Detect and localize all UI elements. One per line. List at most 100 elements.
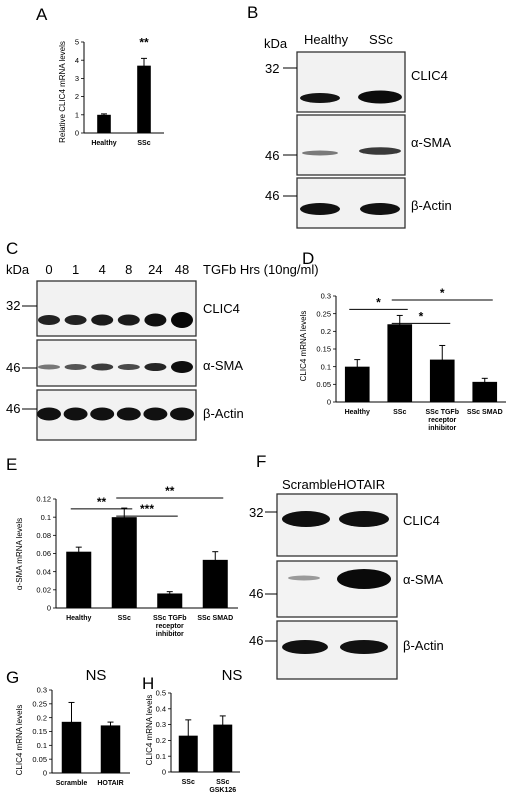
panel-d-category-label: Healthy xyxy=(345,409,370,416)
panel-g-plot: 0 0.05 0.1 0.15 0.2 0.25 0.3 Scramble HOTAIR NS xyxy=(32,667,130,787)
panel-b-marker-46a: 46 xyxy=(265,148,279,163)
panel-c-blot-asma xyxy=(36,339,197,387)
panel-a-y-tick-label: 5 xyxy=(75,38,79,47)
panel-c-lane-label: 8 xyxy=(125,262,132,277)
panel-g-ylabel: CLIC4 mRNA levels xyxy=(15,705,24,776)
panel-e-bar xyxy=(66,551,92,608)
panel-c-band xyxy=(144,363,167,371)
panel-b-band xyxy=(359,147,401,155)
panel-f-lane-hotair: HOTAIR xyxy=(337,477,385,492)
panel-b-band xyxy=(300,203,340,215)
panel-e-y-tick-label: 0.12 xyxy=(36,495,51,504)
panel-b-band xyxy=(302,150,338,156)
panel-g-bar xyxy=(100,725,121,773)
panel-c-band xyxy=(144,313,167,327)
panel-c-kda: kDa xyxy=(6,262,30,277)
panel-c-lane-label: 24 xyxy=(148,262,162,277)
panel-h-label: H xyxy=(142,674,154,693)
panel-a-plot: 0 1 2 3 4 5 Healthy SSc ** xyxy=(75,35,164,147)
panel-e-ylabel: α-SMA mRNA levels xyxy=(15,518,24,590)
panel-e: E α-SMA mRNA levels 0 0.02 0.04 0.06 0.08 0.1… xyxy=(6,455,238,638)
panel-c-lane-labels: 0 1 4 8 24 48 xyxy=(45,262,189,277)
panel-e-bar xyxy=(111,517,137,608)
panel-g-y-tick-label: 0 xyxy=(43,769,47,778)
panel-d-y-tick-label: 0.3 xyxy=(321,292,331,301)
panel-c-band xyxy=(63,407,88,421)
panel-e-plot: 0 0.02 0.04 0.06 0.08 0.1 0.12 Healthy SSc SSc TG… xyxy=(36,484,238,638)
panel-d-significance: * xyxy=(376,295,381,309)
panel-e-y-tick-label: 0.1 xyxy=(41,513,51,522)
panel-d-ylabel: CLIC4 mRNA levels xyxy=(299,311,308,382)
panel-e-category-label: Healthy xyxy=(66,615,91,622)
panel-c-lane-label: 1 xyxy=(72,262,79,277)
panel-a-y-tick-label: 4 xyxy=(75,56,79,65)
panel-c-protein-clic4: CLIC4 xyxy=(203,301,240,316)
panel-d-category-label: SSc SMAD xyxy=(467,409,503,416)
panel-h: H CLIC4 mRNA levels 0 0.1 0.2 0.3 0.4 0.5 SSc S… xyxy=(142,667,242,794)
panel-d-category-label: SSc TGFb xyxy=(426,409,459,416)
panel-g-y-tick-label: 0.1 xyxy=(37,741,47,750)
panel-c-band xyxy=(116,407,141,421)
panel-d-category-label: inhibitor xyxy=(428,425,456,432)
panel-d: D CLIC4 mRNA levels 00.050.10.150.20.250… xyxy=(299,249,506,432)
panel-c-band xyxy=(64,364,87,370)
panel-c-lane-label: 48 xyxy=(175,262,189,277)
panel-f-band xyxy=(339,511,389,527)
panel-b-band xyxy=(358,90,402,104)
panel-f-protein-asma: α-SMA xyxy=(403,572,443,587)
panel-e-significance: ** xyxy=(97,495,107,509)
panel-c-band xyxy=(171,312,193,328)
panel-g-y-tick-label: 0.25 xyxy=(32,699,47,708)
panel-g-category-label: HOTAIR xyxy=(97,780,123,787)
panel-c-band xyxy=(37,407,61,421)
panel-h-y-tick-label: 0.4 xyxy=(156,704,166,713)
panel-c-band xyxy=(38,364,60,370)
panel-b-protein-clic4: CLIC4 xyxy=(411,68,448,83)
panel-h-y-tick-label: 0 xyxy=(162,768,166,777)
panel-d-y-tick-label: 0.05 xyxy=(316,380,331,389)
panel-e-y-tick-label: 0.02 xyxy=(36,585,51,594)
panel-d-bar xyxy=(472,381,498,402)
panel-c-lane-label: 4 xyxy=(99,262,106,277)
panel-g-category-label: Scramble xyxy=(56,780,88,787)
panel-d-y-tick-label: 0.15 xyxy=(316,345,331,354)
panel-c-blot-clic4 xyxy=(36,280,197,337)
panel-f-protein-actin: β-Actin xyxy=(403,638,444,653)
panel-d-y-tick-label: 0.25 xyxy=(316,309,331,318)
panel-b-marker-32: 32 xyxy=(265,61,279,76)
panel-g: G CLIC4 mRNA levels 00.050.10.150.20.250… xyxy=(6,667,130,787)
panel-f-band xyxy=(282,640,328,654)
panel-b-protein-asma: α-SMA xyxy=(411,135,451,150)
panel-b-lane-ssc: SSc xyxy=(369,32,393,47)
panel-e-bar xyxy=(157,593,183,608)
panel-d-significance: * xyxy=(440,286,445,300)
panel-b-blot-asma xyxy=(296,114,406,176)
panel-e-significance: *** xyxy=(140,502,154,516)
panel-f-label: F xyxy=(256,452,266,471)
panel-g-y-tick-label: 0.3 xyxy=(37,686,47,695)
panel-h-category-label: GSK126 xyxy=(209,787,236,794)
panel-c-blot-actin xyxy=(36,389,197,441)
panel-e-y-tick-label: 0.08 xyxy=(36,531,51,540)
panel-b-marker-46b: 46 xyxy=(265,188,279,203)
panel-a-category-label: SSc xyxy=(137,140,150,147)
panel-c-label: C xyxy=(6,239,18,258)
panel-e-significance: ** xyxy=(165,484,175,498)
panel-e-y-tick-label: 0.04 xyxy=(36,567,51,576)
panel-c-band xyxy=(170,407,194,421)
panel-c-band xyxy=(91,314,114,326)
panel-b-band xyxy=(300,93,340,103)
panel-b-band xyxy=(360,203,400,215)
panel-d-bar xyxy=(387,324,413,402)
panel-a-bar xyxy=(137,65,151,133)
panel-h-ylabel: CLIC4 mRNA levels xyxy=(145,695,154,766)
panel-d-category-label: receptor xyxy=(428,417,456,424)
panel-h-y-tick-label: 0.2 xyxy=(156,736,166,745)
panel-g-significance: NS xyxy=(86,667,107,684)
panel-f-marker-46b: 46 xyxy=(249,633,263,648)
panel-c-band xyxy=(143,407,168,421)
panel-a-y-tick-label: 0 xyxy=(75,129,79,138)
panel-c-protein-actin: β-Actin xyxy=(203,406,244,421)
